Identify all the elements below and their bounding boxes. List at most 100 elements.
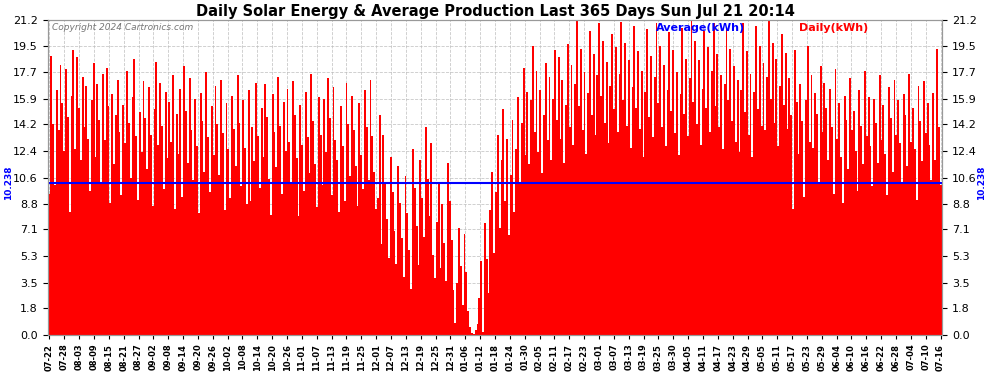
- Bar: [329, 118, 331, 334]
- Bar: [598, 23, 600, 334]
- Bar: [285, 151, 286, 334]
- Bar: [248, 90, 249, 334]
- Bar: [148, 87, 149, 334]
- Bar: [245, 148, 246, 334]
- Bar: [168, 102, 170, 334]
- Bar: [303, 191, 305, 334]
- Bar: [414, 188, 416, 334]
- Bar: [405, 176, 407, 334]
- Bar: [805, 100, 807, 334]
- Bar: [790, 115, 792, 334]
- Bar: [711, 71, 713, 334]
- Bar: [192, 180, 194, 334]
- Bar: [643, 157, 644, 334]
- Bar: [884, 154, 886, 334]
- Bar: [732, 121, 733, 334]
- Bar: [755, 26, 757, 334]
- Bar: [563, 163, 565, 334]
- Bar: [307, 138, 309, 334]
- Bar: [407, 213, 408, 334]
- Bar: [478, 298, 480, 334]
- Bar: [704, 31, 705, 334]
- Title: Daily Solar Energy & Average Production Last 365 Days Sun Jul 21 20:14: Daily Solar Energy & Average Production …: [196, 4, 794, 19]
- Bar: [111, 94, 113, 334]
- Bar: [344, 201, 346, 334]
- Bar: [735, 142, 737, 334]
- Bar: [639, 129, 641, 334]
- Bar: [543, 115, 545, 334]
- Bar: [747, 135, 749, 334]
- Bar: [552, 99, 554, 334]
- Bar: [497, 135, 499, 334]
- Bar: [873, 99, 875, 334]
- Bar: [480, 261, 482, 334]
- Text: Average(kWh): Average(kWh): [656, 24, 745, 33]
- Bar: [544, 63, 546, 334]
- Bar: [95, 157, 96, 334]
- Bar: [858, 90, 860, 334]
- Bar: [602, 41, 604, 334]
- Bar: [548, 76, 550, 334]
- Bar: [369, 80, 371, 334]
- Bar: [882, 105, 884, 334]
- Bar: [176, 114, 177, 334]
- Bar: [202, 121, 204, 334]
- Bar: [698, 60, 700, 334]
- Bar: [384, 182, 386, 334]
- Bar: [128, 123, 130, 334]
- Bar: [583, 72, 585, 334]
- Bar: [100, 182, 102, 334]
- Bar: [661, 127, 663, 334]
- Text: Copyright 2024 Cartronics.com: Copyright 2024 Cartronics.com: [52, 24, 193, 33]
- Bar: [931, 180, 933, 334]
- Bar: [392, 192, 393, 334]
- Bar: [91, 100, 93, 334]
- Bar: [783, 105, 785, 334]
- Bar: [299, 105, 301, 334]
- Bar: [679, 94, 681, 334]
- Bar: [644, 92, 646, 334]
- Bar: [646, 29, 648, 334]
- Bar: [311, 74, 312, 334]
- Bar: [628, 60, 630, 334]
- Bar: [354, 166, 356, 334]
- Bar: [922, 161, 923, 334]
- Bar: [611, 34, 613, 334]
- Bar: [362, 189, 364, 334]
- Bar: [431, 143, 433, 334]
- Bar: [410, 289, 412, 334]
- Bar: [205, 72, 207, 334]
- Bar: [600, 96, 602, 334]
- Bar: [920, 121, 922, 334]
- Bar: [570, 65, 572, 335]
- Bar: [753, 92, 755, 334]
- Bar: [174, 209, 176, 334]
- Bar: [800, 84, 801, 334]
- Bar: [871, 186, 873, 334]
- Bar: [233, 129, 235, 334]
- Bar: [450, 240, 452, 334]
- Bar: [905, 115, 907, 334]
- Bar: [266, 117, 268, 334]
- Bar: [49, 194, 50, 334]
- Bar: [61, 104, 63, 334]
- Bar: [204, 172, 205, 334]
- Bar: [351, 96, 352, 334]
- Bar: [745, 51, 747, 334]
- Bar: [567, 44, 569, 334]
- Bar: [108, 106, 109, 334]
- Bar: [187, 163, 189, 334]
- Bar: [597, 75, 598, 334]
- Bar: [209, 192, 211, 334]
- Bar: [476, 324, 478, 334]
- Bar: [813, 148, 814, 334]
- Bar: [709, 132, 711, 334]
- Bar: [349, 176, 351, 334]
- Bar: [333, 87, 335, 334]
- Bar: [854, 151, 856, 334]
- Bar: [164, 92, 166, 334]
- Bar: [337, 160, 339, 334]
- Bar: [153, 109, 155, 334]
- Bar: [109, 203, 111, 334]
- Bar: [395, 264, 397, 334]
